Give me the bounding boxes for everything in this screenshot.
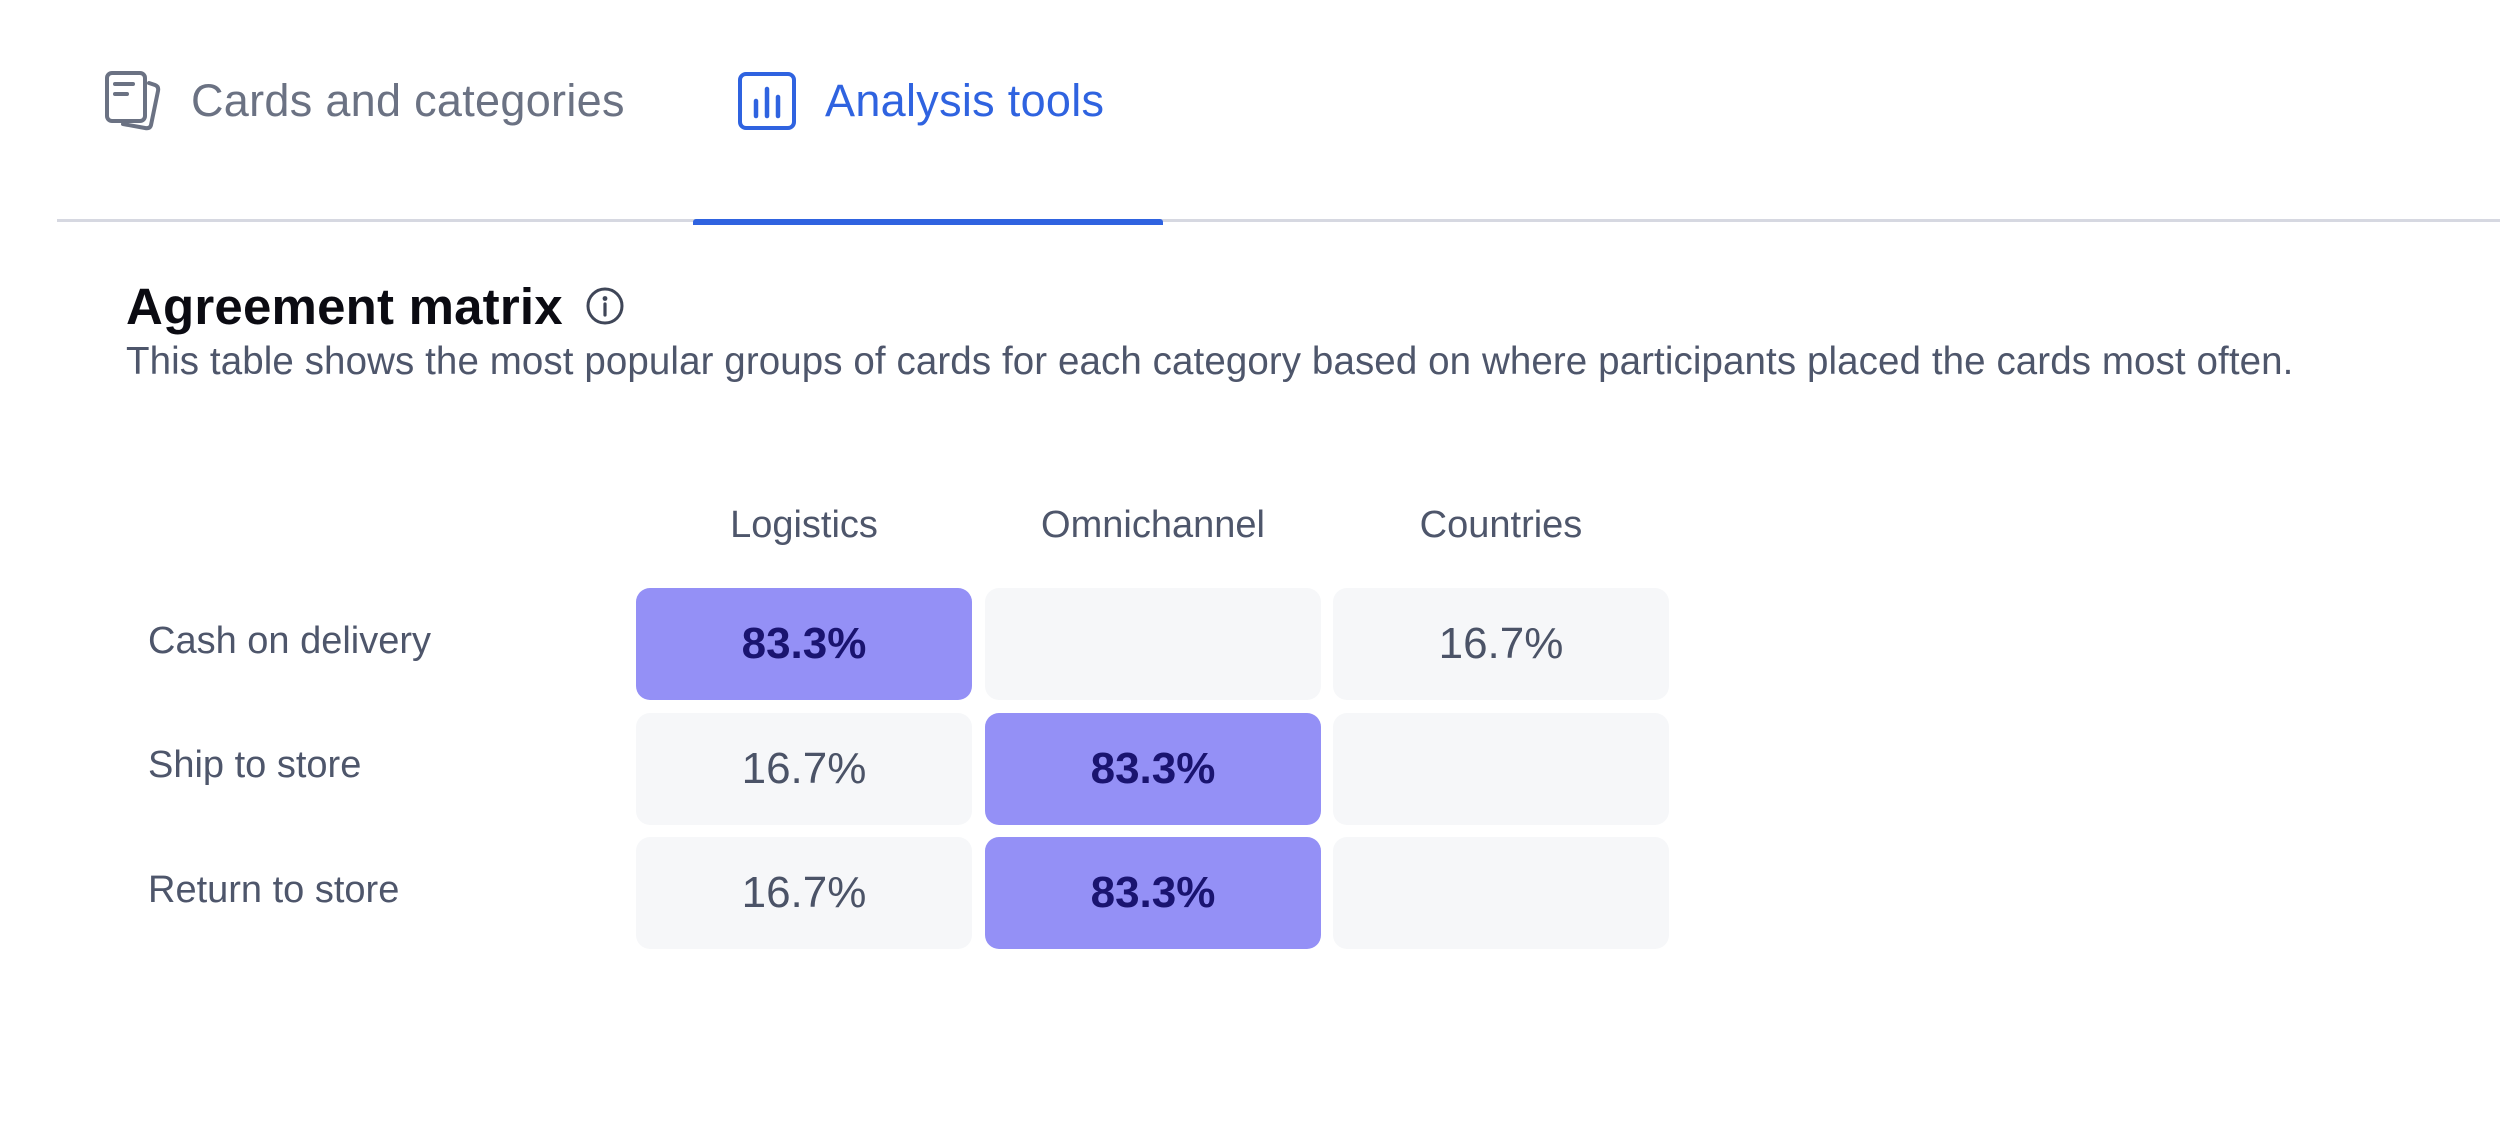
section-description: This table shows the most popular groups… [126,340,2294,383]
matrix-cell: 83.3% [985,713,1321,825]
column-header-countries: Countries [1419,504,1583,546]
row-label-return-to-store: Return to store [148,869,400,911]
info-icon[interactable] [585,286,625,326]
tab-bar: Cards and categories Analysis tools [57,0,2500,225]
row-label-ship-to-store: Ship to store [148,744,362,786]
matrix-cell: 83.3% [636,588,972,700]
row-label-cash-on-delivery: Cash on delivery [148,620,432,662]
matrix-cell [1333,837,1669,949]
matrix-cell [985,588,1321,700]
matrix-cell [1333,713,1669,825]
tab-analysis-label: Analysis tools [825,75,1105,126]
page-title: Agreement matrix [126,277,563,335]
section-header: Agreement matrix [126,272,625,340]
matrix-cell: 16.7% [636,837,972,949]
tab-cards-and-categories[interactable]: Cards and categories [103,0,625,222]
column-header-logistics: Logistics [730,504,878,546]
matrix-cell: 83.3% [985,837,1321,949]
tab-cards-label: Cards and categories [191,75,625,126]
cards-icon [105,71,161,131]
column-header-omnichannel: Omnichannel [1041,504,1265,546]
bar-chart-icon [738,72,796,130]
matrix-cell: 16.7% [636,713,972,825]
matrix-cell: 16.7% [1333,588,1669,700]
tab-analysis-tools[interactable]: Analysis tools [693,0,1163,225]
